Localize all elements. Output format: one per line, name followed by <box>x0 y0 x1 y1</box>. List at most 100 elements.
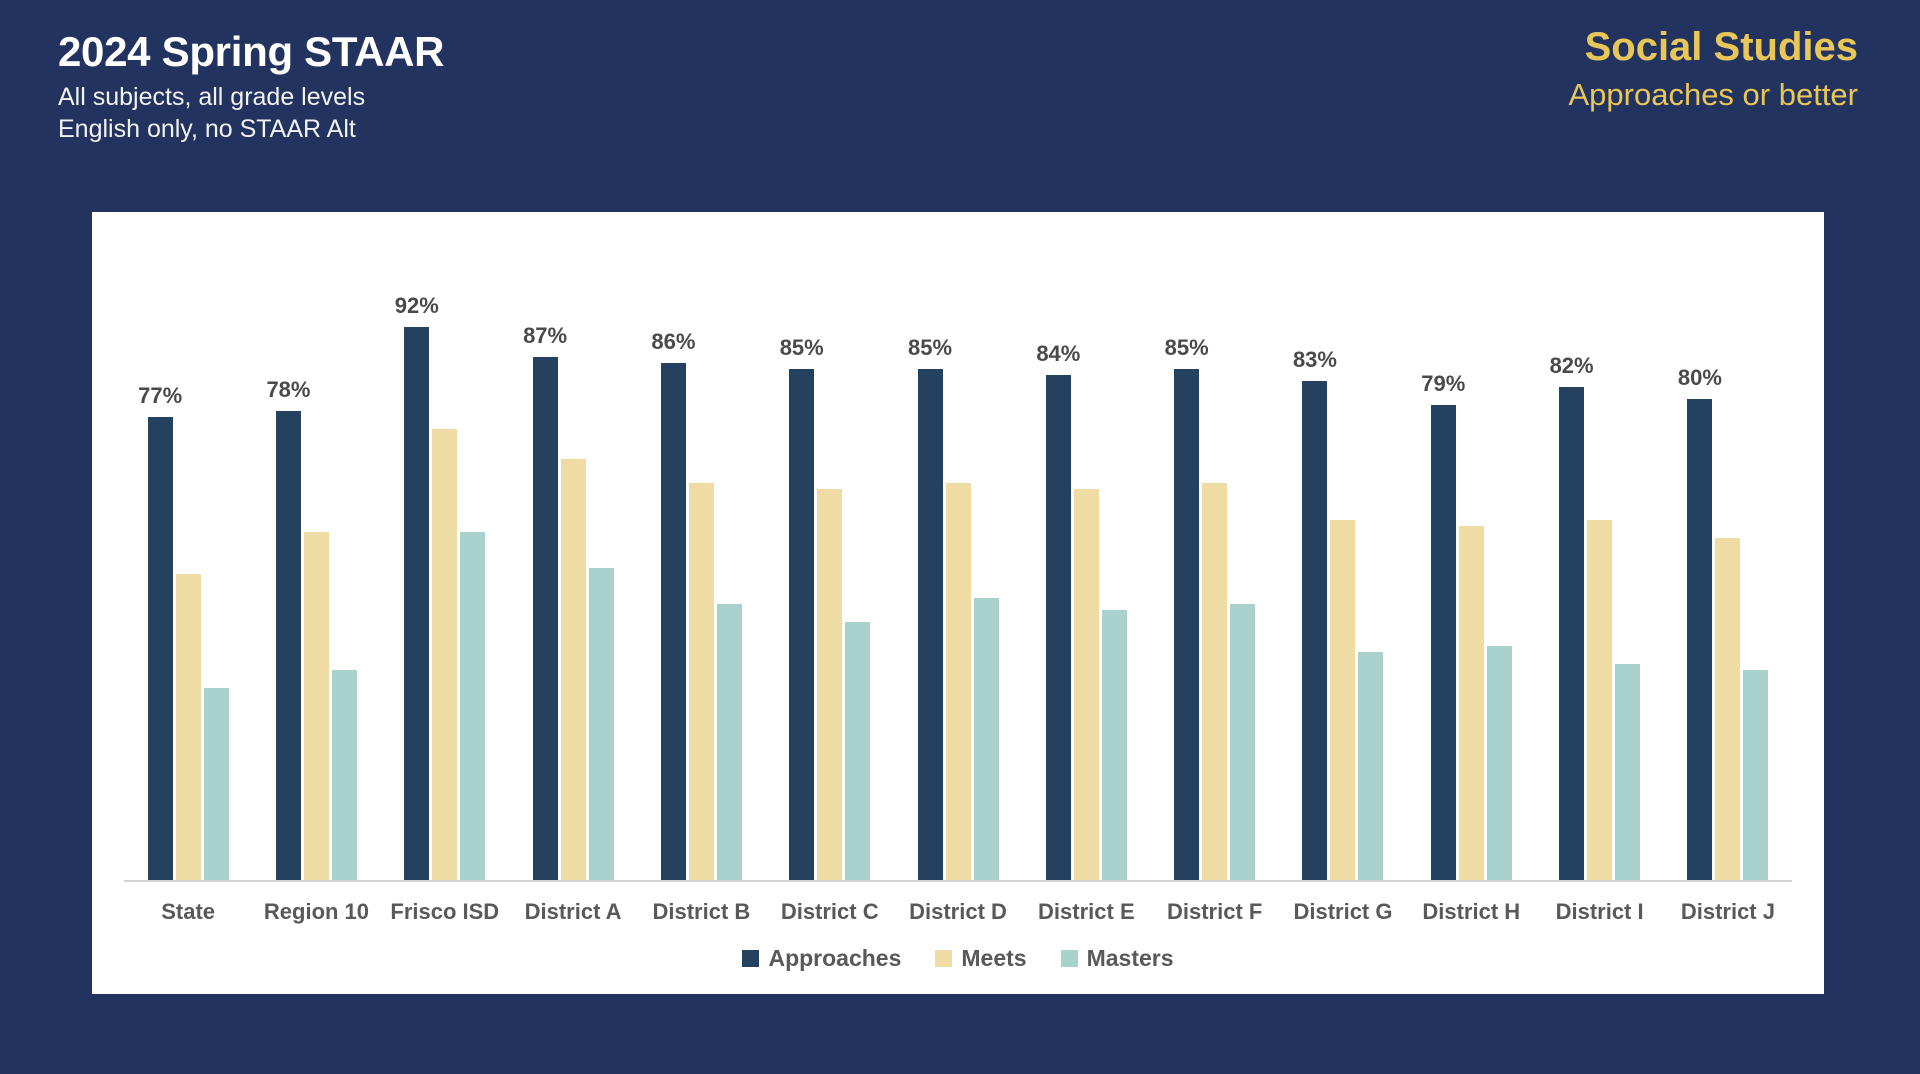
bar-meets[interactable] <box>1202 483 1228 880</box>
x-axis-label: District F <box>1166 899 1263 924</box>
x-axis-label: District D <box>909 899 1007 924</box>
bar-approaches[interactable]: 87% <box>523 323 567 880</box>
bar-group: 83% <box>1279 270 1407 880</box>
bar-meets[interactable] <box>1073 489 1099 880</box>
legend-label: Approaches <box>768 944 902 971</box>
chart-plot-area: 77% 78% 92% 87% 86% 85% 85% 84% 85% 83% 79% 82% 80% … <box>124 230 1792 994</box>
bar-meets[interactable] <box>432 429 458 880</box>
bar-masters[interactable] <box>1358 651 1384 880</box>
bar-meets[interactable] <box>1330 519 1356 880</box>
x-axis-label: District C <box>780 899 879 924</box>
bar-approaches[interactable]: 78% <box>266 377 310 880</box>
bar-approaches[interactable]: 85% <box>1165 335 1209 880</box>
bar-value-label: 85% <box>779 335 824 361</box>
bar-approaches[interactable]: 82% <box>1550 353 1594 880</box>
chart-legend: Approaches Meets Masters <box>124 938 1792 978</box>
bar-value-label: 83% <box>1292 347 1337 373</box>
bar-meets[interactable] <box>1587 519 1613 880</box>
bar-value-label: 77% <box>138 383 183 409</box>
bar-group: 87% <box>509 270 637 880</box>
bar-groups: 77% 78% 92% 87% 86% 85% 85% 84% 85% 83% 79% 82% 80% <box>124 270 1792 880</box>
bar-masters[interactable] <box>1743 669 1769 880</box>
bar-approaches[interactable]: 77% <box>138 383 182 880</box>
bar-value-label: 86% <box>651 329 696 355</box>
bar-masters[interactable] <box>716 603 742 880</box>
bar-group: 77% <box>124 270 252 880</box>
header-subtitle-line-2: English only, no STAAR Alt <box>58 115 356 144</box>
chart-card: 77% 78% 92% 87% 86% 85% 85% 84% 85% 83% 79% 82% 80% … <box>92 212 1824 994</box>
bar-masters[interactable] <box>1230 603 1256 880</box>
legend-item-meets[interactable]: Meets <box>935 944 1027 972</box>
performance-level-label: Approaches or better <box>1568 77 1858 112</box>
header-subtitle-line-1: All subjects, all grade levels <box>58 83 366 112</box>
bar-meets[interactable] <box>945 483 971 880</box>
bar-value-label: 92% <box>394 293 439 319</box>
bar-value-label: 82% <box>1549 353 1594 379</box>
legend-swatch-icon <box>1060 949 1078 967</box>
bar-masters[interactable] <box>331 669 357 880</box>
x-axis-label: District J <box>1680 899 1775 924</box>
x-axis-label: District G <box>1293 899 1393 924</box>
bar-masters[interactable] <box>588 567 614 880</box>
bar-group: 92% <box>381 270 509 880</box>
bar-value-label: 80% <box>1677 365 1722 391</box>
x-axis-category-labels: State Region 10 Frisco ISD District A Distri… <box>124 890 1792 934</box>
bar-masters[interactable] <box>845 621 871 880</box>
bar-group: 78% <box>252 270 380 880</box>
bar-approaches[interactable]: 79% <box>1421 371 1465 880</box>
x-axis-label: Region 10 <box>263 899 370 924</box>
bar-value-label: 85% <box>1164 335 1209 361</box>
bar-approaches[interactable]: 80% <box>1678 365 1722 880</box>
bar-group: 86% <box>637 270 765 880</box>
bar-meets[interactable] <box>1715 537 1741 880</box>
x-axis-label: State <box>161 899 216 924</box>
bar-approaches[interactable]: 92% <box>395 293 439 880</box>
x-axis-label: District I <box>1555 899 1644 924</box>
bar-value-label: 79% <box>1421 371 1466 397</box>
x-axis-label: District E <box>1038 899 1135 924</box>
legend-label: Meets <box>961 944 1027 971</box>
legend-label: Masters <box>1086 944 1174 971</box>
bar-approaches[interactable]: 83% <box>1293 347 1337 880</box>
bar-group: 85% <box>766 270 894 880</box>
x-axis-label: District B <box>652 899 751 924</box>
subject-title: Social Studies <box>1584 25 1858 69</box>
bar-approaches[interactable]: 85% <box>908 335 952 880</box>
bar-meets[interactable] <box>175 573 201 880</box>
bar-masters[interactable] <box>1615 663 1641 880</box>
header-left: 2024 Spring STAAR All subjects, all grad… <box>58 28 445 145</box>
x-axis-label: District A <box>524 899 622 924</box>
bar-meets[interactable] <box>560 459 586 880</box>
bar-masters[interactable] <box>1486 645 1512 880</box>
bar-group: 80% <box>1664 270 1792 880</box>
bar-meets[interactable] <box>303 531 329 880</box>
legend-swatch-icon <box>742 949 760 967</box>
bar-approaches[interactable]: 84% <box>1036 341 1080 880</box>
bar-masters[interactable] <box>1101 609 1127 880</box>
legend-item-masters[interactable]: Masters <box>1060 944 1174 972</box>
bar-approaches[interactable]: 86% <box>651 329 695 880</box>
bar-masters[interactable] <box>460 531 486 880</box>
bar-group: 85% <box>894 270 1022 880</box>
bar-value-label: 85% <box>908 335 953 361</box>
bar-masters[interactable] <box>973 597 999 880</box>
bar-masters[interactable] <box>203 687 229 880</box>
bar-group: 84% <box>1022 270 1150 880</box>
x-axis-line <box>124 880 1792 882</box>
bar-group: 85% <box>1151 270 1279 880</box>
bar-meets[interactable] <box>688 483 714 880</box>
x-axis-label: Frisco ISD <box>390 899 500 924</box>
page-title: 2024 Spring STAAR <box>58 28 445 75</box>
bar-value-label: 87% <box>523 323 568 349</box>
bar-group: 82% <box>1535 270 1663 880</box>
x-axis-label: District H <box>1422 899 1521 924</box>
bar-meets[interactable] <box>817 489 843 880</box>
legend-item-approaches[interactable]: Approaches <box>742 945 901 972</box>
bar-meets[interactable] <box>1458 525 1484 880</box>
bar-value-label: 84% <box>1036 341 1081 367</box>
header-right: Social Studies Approaches or better <box>1568 26 1858 113</box>
bar-group: 79% <box>1407 270 1535 880</box>
bar-value-label: 78% <box>266 377 311 403</box>
bar-approaches[interactable]: 85% <box>780 335 824 880</box>
